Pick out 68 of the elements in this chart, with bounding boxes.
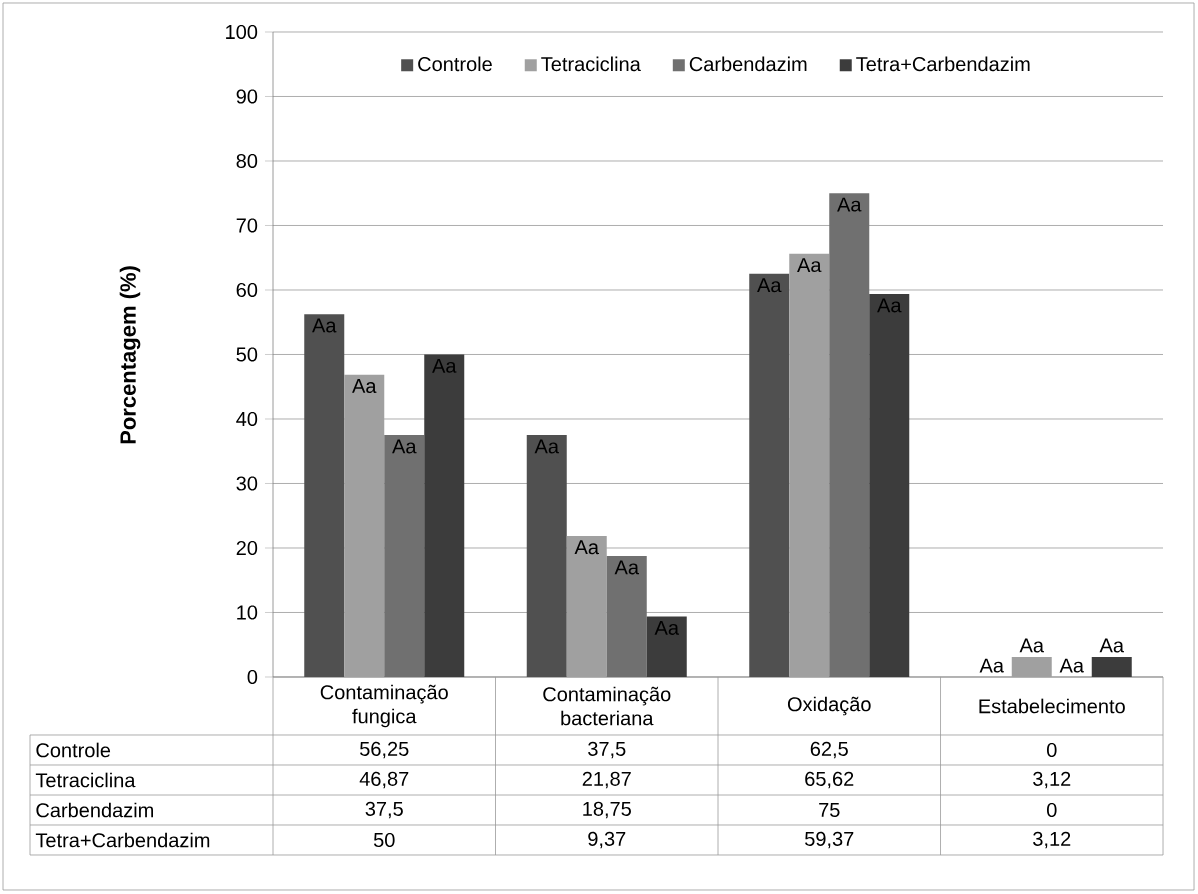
x-tick-label: Contaminação bacteriana — [543, 686, 671, 726]
annotation: Aa — [877, 298, 902, 313]
bar — [1011, 656, 1052, 677]
legend-label: Carbendazim — [689, 56, 807, 72]
y-tick-label: 20 — [236, 540, 258, 556]
data-label: 37,5 — [588, 741, 626, 759]
text: Tetra+Carbendazim — [35, 832, 210, 848]
annotation: Aa — [1019, 638, 1044, 653]
y-tick-label: 50 — [236, 347, 258, 362]
data-label: 3,12 — [1033, 831, 1071, 849]
annotation: Aa — [534, 439, 559, 454]
bar — [829, 193, 870, 677]
annotation: Aa — [1099, 638, 1125, 653]
annotation: Aa — [1059, 658, 1084, 673]
bar — [424, 354, 465, 677]
annotation: Aa — [797, 258, 822, 273]
y-tick-label: 80 — [236, 153, 258, 169]
legend-label: Tetra+Carbendazim — [856, 56, 1030, 72]
data-label: 56,25 — [360, 741, 409, 759]
data-label: 50 — [373, 832, 395, 848]
x-tick-label: Oxidação — [787, 696, 871, 716]
bar — [749, 273, 790, 677]
data-label: 0 — [1047, 742, 1057, 758]
x-tick-label: Contaminação fungica — [320, 684, 448, 728]
data-label: 3,12 — [1033, 771, 1071, 789]
annotation: Aa — [837, 197, 862, 212]
annotation: Aa — [432, 358, 457, 373]
bar — [1091, 656, 1132, 677]
bar — [789, 253, 830, 677]
annotation: Aa — [979, 658, 1004, 673]
annotation: Aa — [654, 620, 680, 635]
data-label: 59,37 — [805, 831, 854, 849]
legend-label: Tetraciclina — [541, 56, 641, 72]
y-tick-label: 70 — [236, 218, 258, 233]
x-tick-label: Estabelecimento — [979, 698, 1125, 714]
data-label: 62,5 — [810, 741, 848, 759]
y-tick-label: 0 — [247, 669, 258, 685]
y-axis-title: Porcentagem (%) — [119, 266, 141, 444]
bar — [606, 556, 647, 677]
y-tick-label: 60 — [236, 282, 258, 298]
data-label: 65,62 — [805, 771, 854, 789]
data-label: 75 — [819, 803, 840, 817]
data-label: 0 — [1047, 802, 1057, 818]
annotation: Aa — [392, 439, 417, 454]
legend-label: Controle — [418, 56, 492, 72]
text: Carbendazim — [36, 802, 153, 818]
bar — [384, 435, 425, 677]
data-label: 21,87 — [582, 771, 631, 789]
bar — [646, 616, 687, 677]
data-label: 18,75 — [583, 801, 631, 819]
bar — [869, 294, 910, 677]
data-label: 9,37 — [588, 831, 626, 849]
text: Tetraciclina — [35, 772, 136, 788]
bar — [304, 314, 345, 677]
y-tick-label: 40 — [236, 411, 258, 427]
y-tick-label: 100 — [226, 24, 258, 40]
y-tick-label: 90 — [236, 89, 258, 104]
y-tick-label: 10 — [237, 605, 258, 620]
annotation: Aa — [614, 560, 639, 575]
bar — [526, 435, 567, 677]
data-label: 37,5 — [365, 801, 403, 819]
data-label: 46,87 — [359, 771, 409, 789]
text: Controle — [36, 742, 111, 758]
annotation: Aa — [312, 318, 337, 333]
annotation: Aa — [574, 540, 599, 555]
annotation: Aa — [757, 278, 782, 293]
annotation: Aa — [352, 379, 377, 394]
y-tick-label: 30 — [236, 476, 258, 491]
